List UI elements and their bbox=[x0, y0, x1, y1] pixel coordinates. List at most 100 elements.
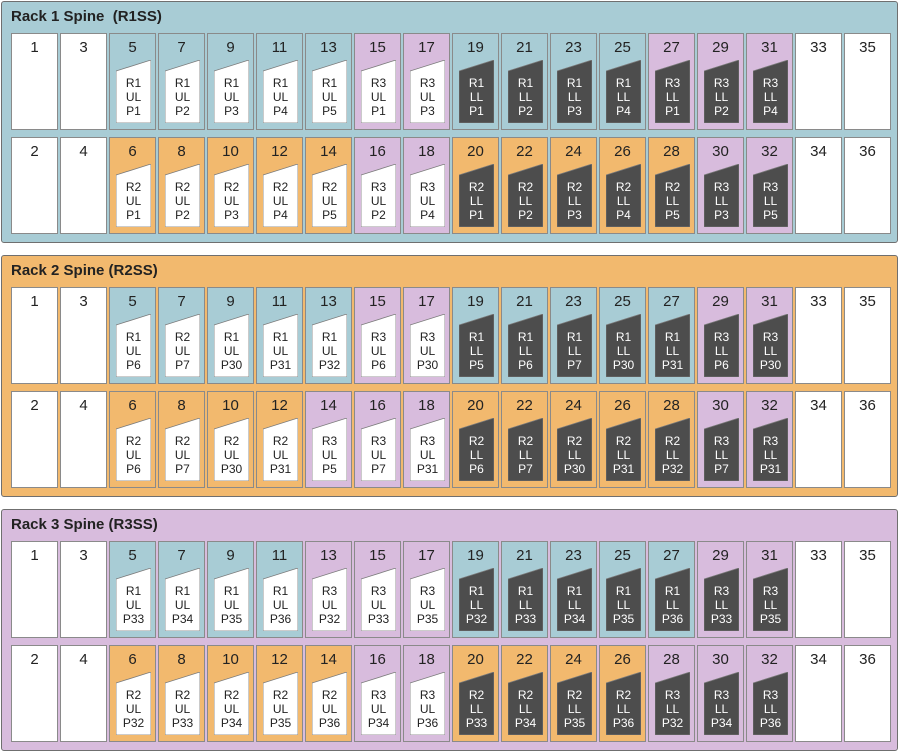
lower-layer-tag-shape bbox=[459, 672, 494, 735]
tag-rack: R2 bbox=[174, 180, 191, 194]
tag-port: P34 bbox=[367, 716, 390, 730]
switch-port: 33 bbox=[795, 33, 842, 130]
tag-port: P31 bbox=[759, 462, 782, 476]
port-number: 17 bbox=[418, 39, 435, 56]
port-number: 12 bbox=[271, 397, 288, 414]
tag-text: R3 UL P34 bbox=[361, 688, 396, 730]
port-number: 8 bbox=[177, 397, 186, 414]
port-number: 32 bbox=[761, 143, 778, 160]
tag-text: R2 UL P2 bbox=[165, 180, 200, 222]
upper-layer-tag-shape bbox=[361, 164, 396, 227]
port-number: 17 bbox=[418, 547, 435, 564]
tag-port: P33 bbox=[465, 716, 488, 730]
tag-text: R1 UL P3 bbox=[214, 76, 249, 118]
upper-layer-tag-shape bbox=[312, 418, 347, 481]
tag-port: P5 bbox=[665, 208, 680, 222]
tag-text: R1 UL P31 bbox=[263, 330, 298, 372]
upper-layer-tag-shape bbox=[312, 672, 347, 735]
switch-port: 8 R2 UL P33 bbox=[158, 645, 205, 742]
cable-label-tag: R2 LL P2 bbox=[508, 164, 543, 227]
port-number: 16 bbox=[369, 143, 386, 160]
switch-port: 19 R1 LL P1 bbox=[452, 33, 499, 130]
tag-rack: R2 bbox=[272, 180, 289, 194]
switch-port: 9 R1 UL P3 bbox=[207, 33, 254, 130]
port-number: 13 bbox=[320, 39, 337, 56]
tag-text: R2 UL P5 bbox=[312, 180, 347, 222]
upper-layer-tag-shape bbox=[214, 60, 249, 123]
cable-label-tag: R3 UL P31 bbox=[410, 418, 445, 481]
tag-text: R1 UL P33 bbox=[116, 584, 151, 626]
port-number: 11 bbox=[271, 547, 288, 564]
cable-label-tag: R2 UL P36 bbox=[312, 672, 347, 735]
tag-rack: R2 bbox=[566, 688, 583, 702]
tag-rack: R3 bbox=[321, 434, 338, 448]
lower-layer-tag-shape bbox=[508, 568, 543, 631]
port-number: 14 bbox=[320, 397, 337, 414]
switch-port: 5 R1 UL P1 bbox=[109, 33, 156, 130]
port-number: 1 bbox=[30, 547, 39, 564]
tag-port: P2 bbox=[714, 104, 729, 118]
tag-text: R3 UL P33 bbox=[361, 584, 396, 626]
lower-layer-tag-shape bbox=[606, 568, 641, 631]
cable-label-tag: R2 LL P1 bbox=[459, 164, 494, 227]
switch-port: 9 R1 UL P30 bbox=[207, 287, 254, 384]
tag-port: P36 bbox=[318, 716, 341, 730]
tag-layer: LL bbox=[763, 448, 778, 462]
tag-port: P30 bbox=[416, 358, 439, 372]
tag-rack: R3 bbox=[370, 434, 387, 448]
port-number: 23 bbox=[565, 293, 582, 310]
tag-layer: UL bbox=[125, 90, 142, 104]
switch-port: 32 R3 LL P31 bbox=[746, 391, 793, 488]
switch-port: 10 R2 UL P3 bbox=[207, 137, 254, 234]
switch-port: 24 R2 LL P30 bbox=[550, 391, 597, 488]
tag-text: R3 UL P36 bbox=[410, 688, 445, 730]
lower-layer-tag-shape bbox=[704, 568, 739, 631]
port-row: 1 3 5 R1 UL P1 7 R1 UL P2 9 R1 UL P3 11 R1 UL P4 13 R1 UL P5 1… bbox=[11, 33, 891, 130]
tag-rack: R2 bbox=[125, 180, 142, 194]
switch-port: 4 bbox=[60, 137, 107, 234]
cable-label-tag: R1 UL P33 bbox=[116, 568, 151, 631]
cable-label-tag: R2 LL P5 bbox=[655, 164, 690, 227]
upper-layer-tag-shape bbox=[214, 672, 249, 735]
cable-label-tag: R2 LL P36 bbox=[606, 672, 641, 735]
cable-label-tag: R1 UL P3 bbox=[214, 60, 249, 123]
port-number: 23 bbox=[565, 39, 582, 56]
tag-layer: LL bbox=[616, 598, 631, 612]
tag-port: P31 bbox=[269, 358, 292, 372]
switch-port: 10 R2 UL P30 bbox=[207, 391, 254, 488]
tag-rack: R2 bbox=[125, 688, 142, 702]
switch-port: 6 R2 UL P32 bbox=[109, 645, 156, 742]
tag-layer: UL bbox=[321, 448, 338, 462]
tag-layer: LL bbox=[665, 194, 680, 208]
cable-label-tag: R2 LL P6 bbox=[459, 418, 494, 481]
tag-layer: UL bbox=[223, 598, 240, 612]
tag-rack: R3 bbox=[762, 180, 779, 194]
tag-port: P3 bbox=[714, 208, 729, 222]
tag-text: R1 LL P35 bbox=[606, 584, 641, 626]
switch-port: 28 R2 LL P5 bbox=[648, 137, 695, 234]
cable-label-tag: R2 UL P31 bbox=[263, 418, 298, 481]
tag-layer: UL bbox=[321, 194, 338, 208]
port-number: 32 bbox=[761, 397, 778, 414]
port-number: 4 bbox=[79, 143, 88, 160]
switch-port: 18 R3 UL P4 bbox=[403, 137, 450, 234]
tag-text: R1 LL P1 bbox=[459, 76, 494, 118]
switch-port: 15 R3 UL P1 bbox=[354, 33, 401, 130]
tag-text: R1 LL P2 bbox=[508, 76, 543, 118]
upper-layer-tag-shape bbox=[361, 418, 396, 481]
port-number: 2 bbox=[30, 397, 39, 414]
port-number: 34 bbox=[810, 143, 827, 160]
tag-text: R3 LL P33 bbox=[704, 584, 739, 626]
switch-port: 23 R1 LL P34 bbox=[550, 541, 597, 638]
tag-port: P6 bbox=[469, 462, 484, 476]
lower-layer-tag-shape bbox=[753, 314, 788, 377]
tag-text: R2 UL P7 bbox=[165, 330, 200, 372]
tag-text: R2 UL P6 bbox=[116, 434, 151, 476]
port-number: 21 bbox=[516, 293, 533, 310]
tag-rack: R2 bbox=[125, 434, 142, 448]
tag-layer: LL bbox=[616, 344, 631, 358]
upper-layer-tag-shape bbox=[165, 314, 200, 377]
tag-rack: R1 bbox=[125, 330, 142, 344]
tag-layer: LL bbox=[567, 344, 582, 358]
port-number: 21 bbox=[516, 547, 533, 564]
